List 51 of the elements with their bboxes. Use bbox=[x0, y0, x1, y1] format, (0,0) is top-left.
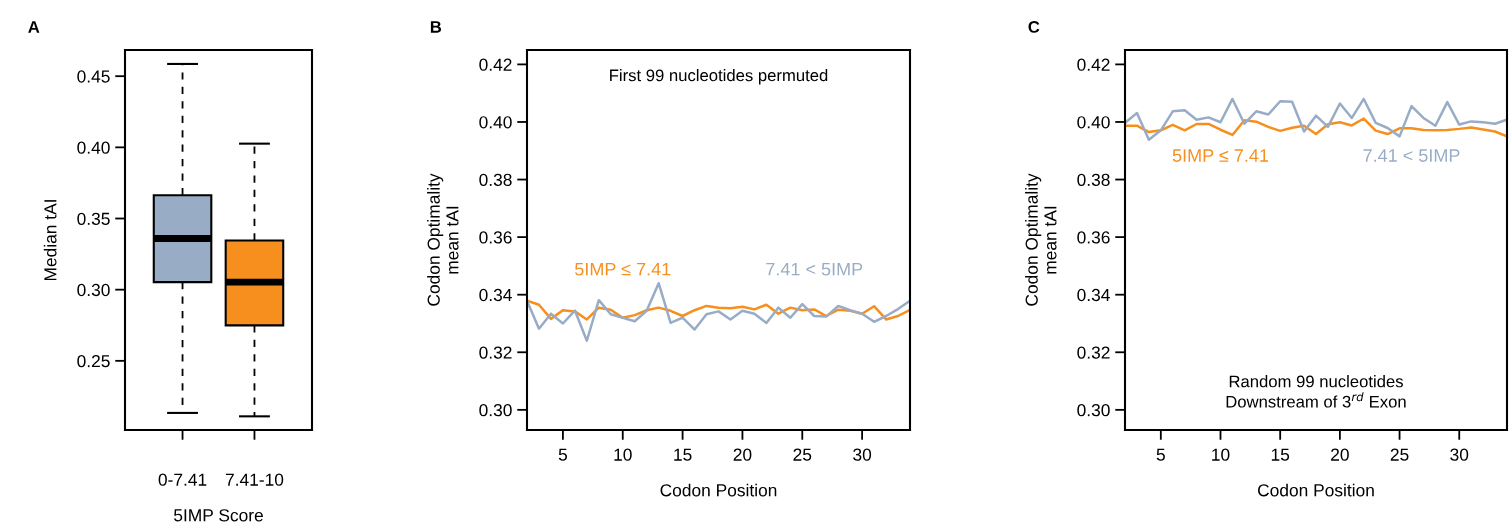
y-tick-label: 0.40 bbox=[1077, 116, 1110, 129]
annotation: Random 99 nucleotides Downstream of 3$^{rd}$ Exon bbox=[1226, 375, 1406, 408]
x-tick-label: 10 bbox=[1212, 448, 1230, 461]
x-axis-title: Codon Position bbox=[1258, 483, 1374, 497]
chart-title: C bbox=[1028, 21, 1040, 33]
x-tick-label: 5 bbox=[558, 448, 568, 461]
y-tick-label: 0.30 bbox=[1077, 404, 1110, 417]
chart-title: B bbox=[430, 21, 442, 33]
y-tick-label: 0.36 bbox=[479, 231, 512, 244]
y-tick-label: 0.25 bbox=[77, 355, 110, 368]
x-axis-title: Codon Position bbox=[660, 483, 777, 497]
series-label: 5IMP ≤ 7.41 bbox=[575, 262, 671, 276]
y-tick-label: 0.34 bbox=[1077, 288, 1110, 302]
y-tick-label: 0.32 bbox=[479, 346, 512, 359]
x-tick-label: 20 bbox=[1331, 448, 1349, 461]
x-tick-label: 15 bbox=[1271, 448, 1290, 461]
x-tick-label: 30 bbox=[853, 448, 872, 461]
series-label: 5IMP ≤ 7.41 bbox=[1172, 149, 1269, 162]
y-tick-label: 0.30 bbox=[77, 283, 110, 297]
y-tick-label: 0.42 bbox=[479, 58, 512, 71]
series-label: 7.41 < 5IMP bbox=[1363, 149, 1460, 162]
y-tick-label: 0.34 bbox=[479, 288, 512, 302]
y-tick-label: 0.38 bbox=[479, 173, 512, 187]
x-tick-label: 20 bbox=[733, 448, 752, 461]
x-tick-label: 7.41-10 bbox=[225, 473, 284, 486]
y-tick-label: 0.32 bbox=[1077, 346, 1110, 359]
x-tick-label: 25 bbox=[1390, 448, 1409, 461]
line-series bbox=[1125, 97, 1507, 142]
x-tick-label: 5 bbox=[1156, 448, 1165, 461]
annotation: First 99 nucleotides permuted bbox=[610, 69, 828, 85]
x-axis-title: 5IMP Score bbox=[174, 509, 263, 522]
y-tick-label: 0.40 bbox=[77, 141, 110, 154]
line-series bbox=[527, 281, 910, 343]
y-tick-label: 0.35 bbox=[77, 212, 110, 225]
y-axis-title: Codon Optimality mean tAI bbox=[1025, 173, 1057, 306]
y-tick-label: 0.42 bbox=[1077, 58, 1110, 71]
y-tick-label: 0.40 bbox=[479, 116, 512, 129]
y-tick-label: 0.36 bbox=[1077, 231, 1110, 244]
y-axis-title: Codon Optimality mean tAI bbox=[427, 173, 459, 306]
x-tick-label: 0-7.41 bbox=[158, 473, 207, 486]
y-tick-label: 0.38 bbox=[1077, 173, 1110, 187]
x-tick-label: 25 bbox=[793, 448, 812, 461]
line-series bbox=[1125, 117, 1507, 138]
y-axis-title: Median tAI bbox=[43, 200, 57, 281]
x-tick-label: 10 bbox=[614, 448, 632, 461]
series-label: 7.41 < 5IMP bbox=[766, 262, 863, 276]
x-tick-label: 15 bbox=[674, 448, 692, 461]
y-tick-label: 0.45 bbox=[77, 70, 110, 83]
y-tick-label: 0.30 bbox=[479, 404, 512, 417]
x-tick-label: 30 bbox=[1450, 448, 1469, 461]
chart-title: A bbox=[28, 21, 40, 33]
